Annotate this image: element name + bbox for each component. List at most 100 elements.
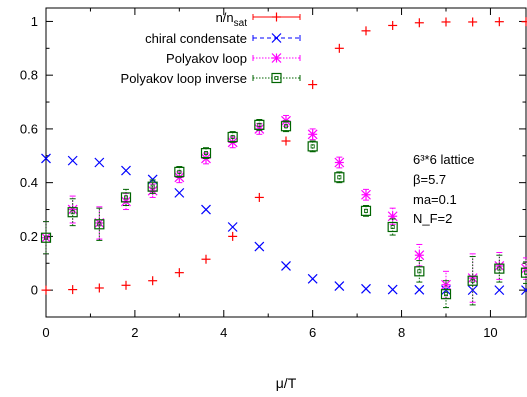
legend: n/nsat chiral condensate Polyakov loop P… [121,10,301,86]
legend-label-chiral-condensate: chiral condensate [145,31,247,46]
data-point [41,285,51,295]
data-point [414,284,425,295]
data-point [494,285,505,296]
y-tick-label: 0.6 [20,121,38,136]
marker-stroke [494,285,505,296]
data-point [174,268,184,278]
marker-stroke [521,288,527,296]
data-point [361,283,371,294]
y-tick-label: 0 [31,283,38,298]
data-point [441,279,451,290]
data-point [94,219,105,230]
marker-stroke [274,76,279,81]
marker-stroke [520,267,527,278]
legend-marker-polyakov-loop-inverse [271,72,282,84]
data-point [307,273,318,284]
data-point [67,155,78,166]
marker-stroke [443,292,448,297]
y-tick-label: 1 [31,14,38,29]
data-point [494,17,504,27]
data-point [414,18,424,28]
marker-stroke [200,147,212,159]
marker-stroke [414,266,425,277]
data-point [280,121,292,132]
legend-samples [252,12,301,84]
legend-marker-n-nsat [272,12,281,22]
x-tick-label: 0 [42,325,49,340]
marker-stroke [67,155,78,166]
marker-stroke [524,270,527,275]
data-point [334,172,345,183]
marker-stroke [334,157,345,168]
marker-stroke [281,261,291,271]
annotation-lattice: 6³*6 lattice [413,152,474,167]
marker-stroke [390,224,395,229]
marker-stroke [307,141,318,152]
series-n-nsat [41,17,527,295]
marker-stroke [94,157,105,168]
marker-stroke [201,204,211,215]
marker-stroke [227,131,238,143]
x-tick-label: 6 [309,325,316,340]
data-point [121,165,131,176]
data-point [174,166,185,178]
x-tick-label: 8 [398,325,405,340]
y-tick-label: 0.4 [20,175,38,190]
y-tick-label: 0.8 [20,68,38,83]
data-point [94,283,104,293]
marker-stroke [467,273,478,283]
x-tick-label: 2 [131,325,138,340]
data-point [440,289,452,300]
marker-stroke [41,153,51,164]
data-point [308,80,318,90]
marker-stroke [361,283,371,294]
marker-stroke [497,266,502,271]
marker-stroke [307,273,318,284]
marker-stroke [203,151,208,156]
marker-stroke [227,222,238,232]
data-point [361,189,371,200]
data-point [334,157,345,168]
data-point [200,147,212,159]
data-point [387,284,398,295]
series-polyakov-loop-inverse [40,119,527,309]
marker-stroke [150,184,155,189]
data-point [227,131,238,143]
data-point [201,204,211,215]
data-point [148,276,158,286]
data-point [281,136,291,146]
marker-stroke [177,169,182,174]
data-point [414,250,425,261]
marker-stroke [283,124,288,129]
marker-stroke [361,189,371,200]
data-point [521,285,527,296]
data-point [201,254,211,264]
marker-stroke [70,210,75,215]
data-point [281,261,291,271]
data-point [360,205,372,216]
marker-stroke [310,144,315,149]
data-point [254,192,264,202]
data-point [467,273,478,283]
legend-marker-chiral-condensate [271,33,282,43]
marker-stroke [280,121,292,132]
marker-stroke [121,165,131,176]
marker-stroke [230,134,235,139]
marker-stroke [387,284,398,295]
data-point [41,153,51,164]
data-point [94,157,105,168]
data-point [120,192,132,203]
data-point [520,267,527,278]
data-point [334,43,344,53]
data-point [387,221,398,233]
marker-stroke [440,289,452,300]
data-point [361,26,371,36]
data-series [40,17,527,309]
annotation-flavors: N_F=2 [413,211,452,226]
data-point [68,285,78,295]
data-point [441,17,451,27]
tick-labels: 0 2 4 6 8 10 0 0.2 0.4 0.6 0.8 1 [20,14,498,340]
marker-stroke [40,232,52,243]
marker-stroke [470,278,475,283]
x-tick-label: 4 [220,325,227,340]
